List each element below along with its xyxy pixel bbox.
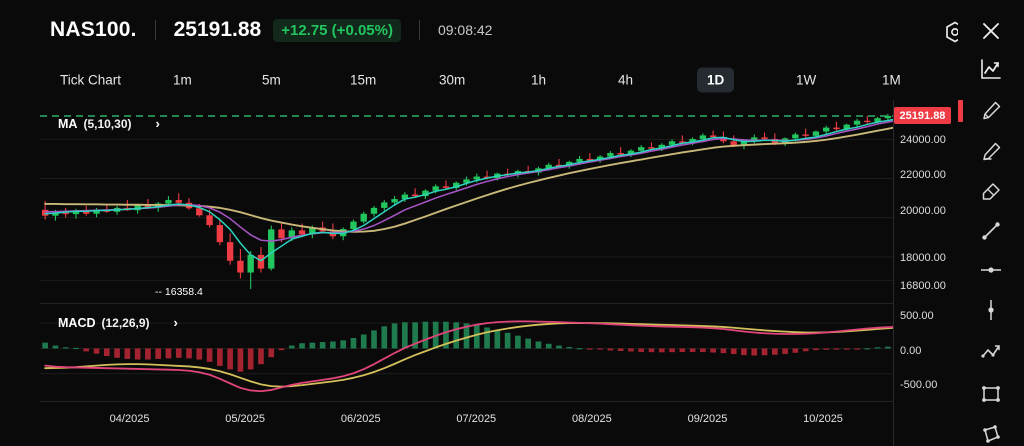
ma-legend-name: MA — [58, 116, 78, 131]
x-axis-tick: 10/2025 — [803, 413, 843, 425]
candlestick-svg — [40, 113, 900, 289]
price-change-badge: +12.75 (+0.05%) — [273, 18, 401, 42]
y-price-tick: 24000.00 — [900, 134, 946, 146]
y-price-tick: 20000.00 — [900, 205, 946, 217]
macd-legend[interactable]: MACD (12,26,9) › — [58, 315, 178, 330]
y-macd-tick: 0.00 — [900, 345, 922, 357]
timeframe-1h[interactable]: 1h — [531, 72, 547, 88]
timeframe-tick-chart[interactable]: Tick Chart — [60, 72, 122, 88]
macd-panel[interactable]: MACD (12,26,9) › — [0, 304, 901, 400]
header-divider-2 — [418, 20, 420, 40]
x-axis-tick: 04/2025 — [109, 413, 150, 425]
y-macd-tick: -500.00 — [900, 379, 938, 391]
timeframe-1w[interactable]: 1W — [796, 72, 817, 88]
chevron-right-icon[interactable]: › — [155, 116, 160, 131]
x-axis-tick: 06/2025 — [340, 413, 381, 425]
xaxis-separator — [40, 401, 893, 402]
x-axis-tick: 07/2025 — [456, 413, 497, 425]
x-axis-tick: 09/2025 — [687, 413, 728, 425]
chart-area[interactable]: MA (5,10,30) › -- 16358.4 MACD (12,26,9)… — [0, 100, 901, 446]
horizontal-line-icon[interactable] — [974, 253, 1008, 287]
vertical-line-icon[interactable] — [974, 293, 1008, 327]
x-axis: 04/2025 05/2025 06/2025 07/2025 08/2025 09/20… — [0, 401, 893, 446]
timeframe-1d[interactable]: 1D — [697, 67, 735, 93]
timeframe-15m[interactable]: 15m — [350, 72, 377, 88]
macd-svg — [40, 320, 901, 393]
eraser-icon[interactable] — [974, 175, 1008, 209]
timeframe-bar: Tick Chart 1m 5m 15m 30m 1h 4h 1D 1W 1M — [0, 60, 948, 100]
close-icon[interactable] — [974, 14, 1008, 48]
timeframe-5m[interactable]: 5m — [262, 72, 281, 88]
timeframe-1m[interactable]: 1m — [173, 72, 192, 88]
macd-legend-params: (12,26,9) — [101, 315, 150, 330]
ma-legend[interactable]: MA (5,10,30) › — [58, 116, 160, 131]
timeframe-1m[interactable]: 1M — [882, 72, 901, 88]
header-divider-1 — [154, 20, 156, 40]
chart-header: NAS100. 25191.88 +12.75 (+0.05%) 09:08:4… — [0, 0, 948, 60]
timeframe-4h[interactable]: 4h — [618, 72, 634, 88]
rectangle-icon[interactable] — [974, 377, 1008, 411]
drawing-toolbar — [958, 0, 1024, 446]
macd-legend-name: MACD — [58, 315, 96, 330]
pencil-alt-icon[interactable] — [974, 134, 1008, 168]
market-clock: 09:08:42 — [437, 22, 493, 38]
y-macd-tick: 500.00 — [900, 310, 934, 322]
y-price-tick: 16800.00 — [900, 280, 946, 292]
polygon-icon[interactable] — [974, 417, 1008, 446]
symbol-name: NAS100. — [50, 18, 137, 41]
y-axis[interactable]: 25191.88 24000.00 22000.00 20000.00 18000.00… — [893, 100, 957, 446]
price-panel[interactable]: MA (5,10,30) › -- 16358.4 — [0, 100, 900, 303]
low-price-marker: -- 16358.4 — [155, 286, 203, 298]
ma-legend-params: (5,10,30) — [83, 116, 132, 131]
panel-separator — [40, 303, 893, 304]
y-price-tick: 22000.00 — [900, 169, 946, 181]
trendline-icon[interactable] — [974, 214, 1008, 248]
chevron-right-icon[interactable]: › — [173, 315, 178, 330]
zigzag-icon[interactable] — [974, 335, 1008, 369]
x-axis-tick: 05/2025 — [225, 413, 266, 425]
current-price-badge: 25191.88 — [894, 107, 951, 124]
x-axis-tick: 08/2025 — [572, 413, 612, 425]
active-tool-accent — [958, 100, 963, 122]
last-price: 25191.88 — [173, 18, 262, 41]
timeframe-30m[interactable]: 30m — [439, 72, 466, 88]
pencil-icon[interactable] — [958, 93, 1008, 127]
line-chart-icon[interactable] — [974, 52, 1008, 86]
y-price-tick: 18000.00 — [900, 252, 946, 264]
